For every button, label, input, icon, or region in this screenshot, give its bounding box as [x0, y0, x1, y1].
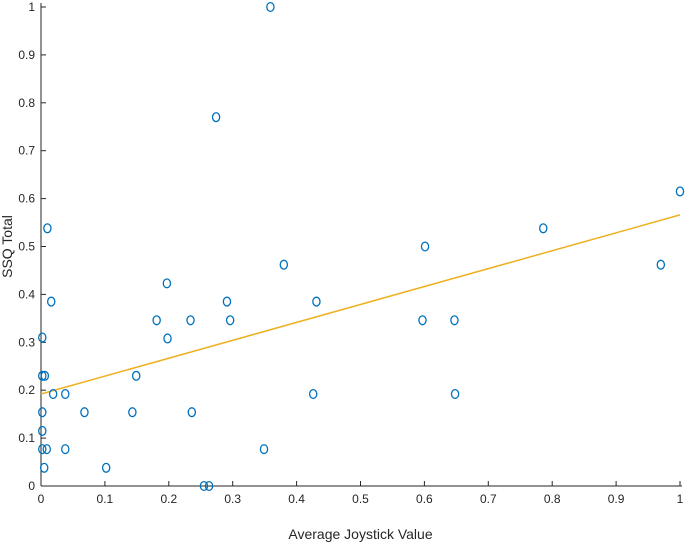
y-tick-label: 0.5: [18, 240, 35, 254]
data-point: [42, 444, 52, 455]
y-tick-label: 0.6: [18, 192, 35, 206]
data-point: [43, 223, 52, 234]
data-point: [128, 407, 137, 418]
data-point: [38, 444, 47, 455]
data-point: [211, 112, 221, 123]
x-tick-label: 0.4: [288, 492, 305, 506]
fit-line: [40, 214, 681, 395]
data-point: [266, 1, 275, 13]
data-point: [61, 444, 70, 455]
data-point: [40, 370, 50, 381]
x-tick-label: 0.3: [224, 492, 241, 506]
fit-line-layer: [40, 214, 681, 395]
data-point: [259, 444, 269, 455]
data-point: [38, 425, 47, 436]
ticks: 0 0.1 0.2 0.3 0.4 0.5 0.6 0.7 0.8 0.9 1 0 0.1 0.2 0.3 0…: [18, 0, 683, 506]
data-point: [39, 462, 49, 473]
data-point: [450, 388, 460, 400]
data-point: [38, 370, 47, 381]
data-point: [38, 407, 47, 418]
x-tick-label: 0.9: [608, 492, 625, 506]
x-tick-label: 0.8: [544, 492, 561, 506]
data-point: [61, 388, 70, 400]
data-point: [450, 315, 459, 326]
y-tick-label: 0.1: [18, 431, 35, 445]
data-point: [539, 223, 548, 234]
data-point: [418, 315, 427, 326]
y-tick-label: 0.3: [18, 335, 35, 349]
y-tick-label: 0.9: [18, 48, 35, 62]
data-point: [38, 332, 47, 343]
y-tick-label: 0.7: [18, 144, 35, 158]
data-point: [312, 296, 321, 307]
x-tick-label: 0.6: [416, 492, 433, 506]
data-point: [308, 388, 318, 400]
x-axis-label: Average Joystick Value: [288, 526, 432, 542]
data-point: [163, 333, 172, 344]
x-tick-label: 0.5: [352, 492, 369, 506]
axes: [40, 3, 682, 487]
y-tick-label: 0.4: [18, 287, 35, 301]
data-point: [162, 278, 172, 289]
data-point: [199, 480, 209, 492]
data-point: [420, 241, 430, 252]
data-point: [186, 315, 195, 326]
data-point: [675, 186, 685, 197]
data-point: [187, 407, 197, 418]
data-point: [101, 462, 111, 473]
y-tick-label: 0: [28, 479, 35, 493]
data-point: [204, 480, 214, 492]
data-point: [48, 388, 58, 400]
data-point: [222, 296, 232, 307]
data-point: [152, 315, 161, 326]
x-tick-label: 0: [38, 492, 45, 506]
data-point: [279, 259, 289, 270]
data-point: [225, 315, 235, 326]
data-point: [656, 259, 666, 270]
x-tick-label: 0.2: [160, 492, 177, 506]
x-tick-label: 0.1: [97, 492, 114, 506]
y-tick-label: 0.8: [18, 96, 35, 110]
data-point: [131, 370, 141, 381]
y-tick-label: 0.2: [18, 383, 35, 397]
data-point: [46, 296, 56, 307]
data-points: [38, 1, 685, 492]
y-axis-label: SSQ Total: [0, 215, 15, 278]
x-tick-label: 1: [677, 492, 684, 506]
data-point: [80, 407, 89, 418]
x-tick-label: 0.7: [480, 492, 497, 506]
y-tick-label: 1: [28, 0, 35, 14]
